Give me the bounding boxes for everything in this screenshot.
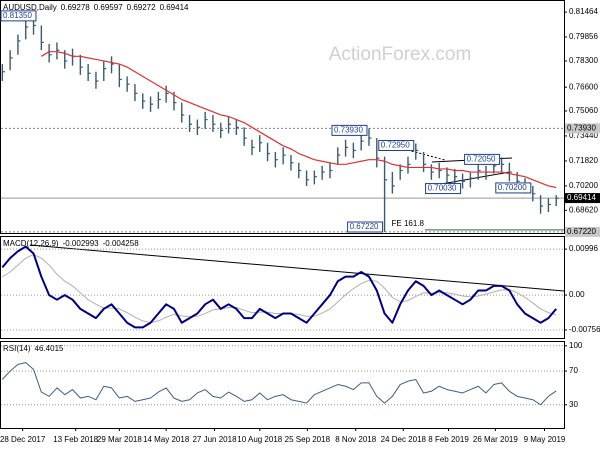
annotation-box [464, 153, 501, 165]
x-tick-label: 27 Jun 2018 [192, 435, 237, 444]
header-value: 0.69414 [160, 3, 189, 12]
annotation-box [331, 124, 368, 136]
series-line [1, 245, 557, 329]
annotation-label: 0.67220 [350, 222, 379, 231]
panel-header: AUDUSD,Daily 0.69278 0.69597 0.69272 0.69414 [3, 3, 189, 12]
level-label: 0.73930 [567, 123, 596, 132]
panel-frame [0, 341, 565, 429]
annotation-box [495, 182, 532, 194]
annotation-label: 0.72950 [381, 141, 410, 150]
current-price-label: 0.69414 [567, 193, 596, 202]
x-tick-label: 24 Dec 2018 [381, 435, 427, 444]
header-value: 0.69272 [127, 3, 156, 12]
y-tick-label: 0.78300 [569, 56, 598, 65]
x-tick-label: 8 Feb 2019 [428, 435, 469, 444]
current-price-box [565, 193, 600, 204]
annotation-label: 0.81350 [3, 11, 32, 20]
panel-frame [0, 236, 565, 339]
y-tick-label: 0.70200 [569, 181, 598, 190]
watermark: ActionForex.com [329, 44, 472, 65]
x-tick-label: 25 Sep 2018 [285, 435, 331, 444]
y-tick-label: -0.00756 [569, 325, 600, 334]
panel-header: MACD(12,26,9) -0.002993 -0.004258 [3, 239, 139, 248]
level-box [565, 123, 600, 134]
panel-title: MACD(12,26,9) [3, 239, 59, 248]
y-tick-label: 0.81464 [569, 7, 598, 16]
panel-frame [0, 0, 565, 234]
x-tick-label: 10 Aug 2018 [237, 435, 282, 444]
annotation-box [347, 221, 384, 233]
header-value: -0.004258 [103, 239, 140, 248]
annotation-box [378, 140, 415, 152]
annotation-box [0, 10, 37, 22]
panel-title: AUDUSD,Daily [3, 3, 57, 12]
header-value: 46.4015 [35, 344, 64, 353]
x-tick-label: 26 Mar 2019 [473, 435, 518, 444]
x-tick-label: 28 Dec 2017 [0, 435, 46, 444]
panel-title: RSI(14) [3, 344, 31, 353]
annotation-box [425, 183, 462, 195]
header-value: 0.69597 [94, 3, 123, 12]
annotation-label: 0.70200 [498, 183, 527, 192]
x-tick-label: 29 Mar 2018 [97, 435, 142, 444]
level-box [565, 226, 600, 237]
y-tick-label: 100 [569, 341, 583, 350]
macd-trend-line [29, 244, 565, 292]
y-tick-label: 0.76600 [569, 82, 598, 91]
annotation-label: 0.73930 [334, 125, 363, 134]
level-label: 0.67220 [567, 227, 596, 236]
y-tick-label: 0.71820 [569, 156, 598, 165]
y-tick-label: 0.68620 [569, 205, 598, 214]
annotation-label: 0.70030 [428, 184, 457, 193]
x-tick-label: 14 May 2018 [143, 435, 190, 444]
y-tick-label: 0.00996 [569, 244, 598, 253]
annotation-label: 0.72050 [467, 155, 496, 164]
series-line [2, 253, 557, 324]
panel-header: RSI(14) 46.4015 [3, 344, 64, 353]
y-tick-label: 0.00 [569, 290, 585, 299]
y-tick-label: 30 [569, 400, 578, 409]
y-tick-label: 0.75060 [569, 106, 598, 115]
y-tick-label: 0.79856 [569, 32, 598, 41]
x-tick-label: 9 May 2019 [524, 435, 566, 444]
y-tick-label: 0.73440 [569, 131, 598, 140]
fe-label: FE 161.8 [392, 219, 425, 228]
y-tick-label: 70 [569, 366, 578, 375]
series-line [1, 362, 557, 406]
header-value: -0.002993 [63, 239, 100, 248]
series-line [41, 51, 557, 189]
x-tick-label: 13 Feb 2018 [53, 435, 98, 444]
x-tick-label: 8 Nov 2018 [335, 435, 376, 444]
header-value: 0.69278 [61, 3, 90, 12]
